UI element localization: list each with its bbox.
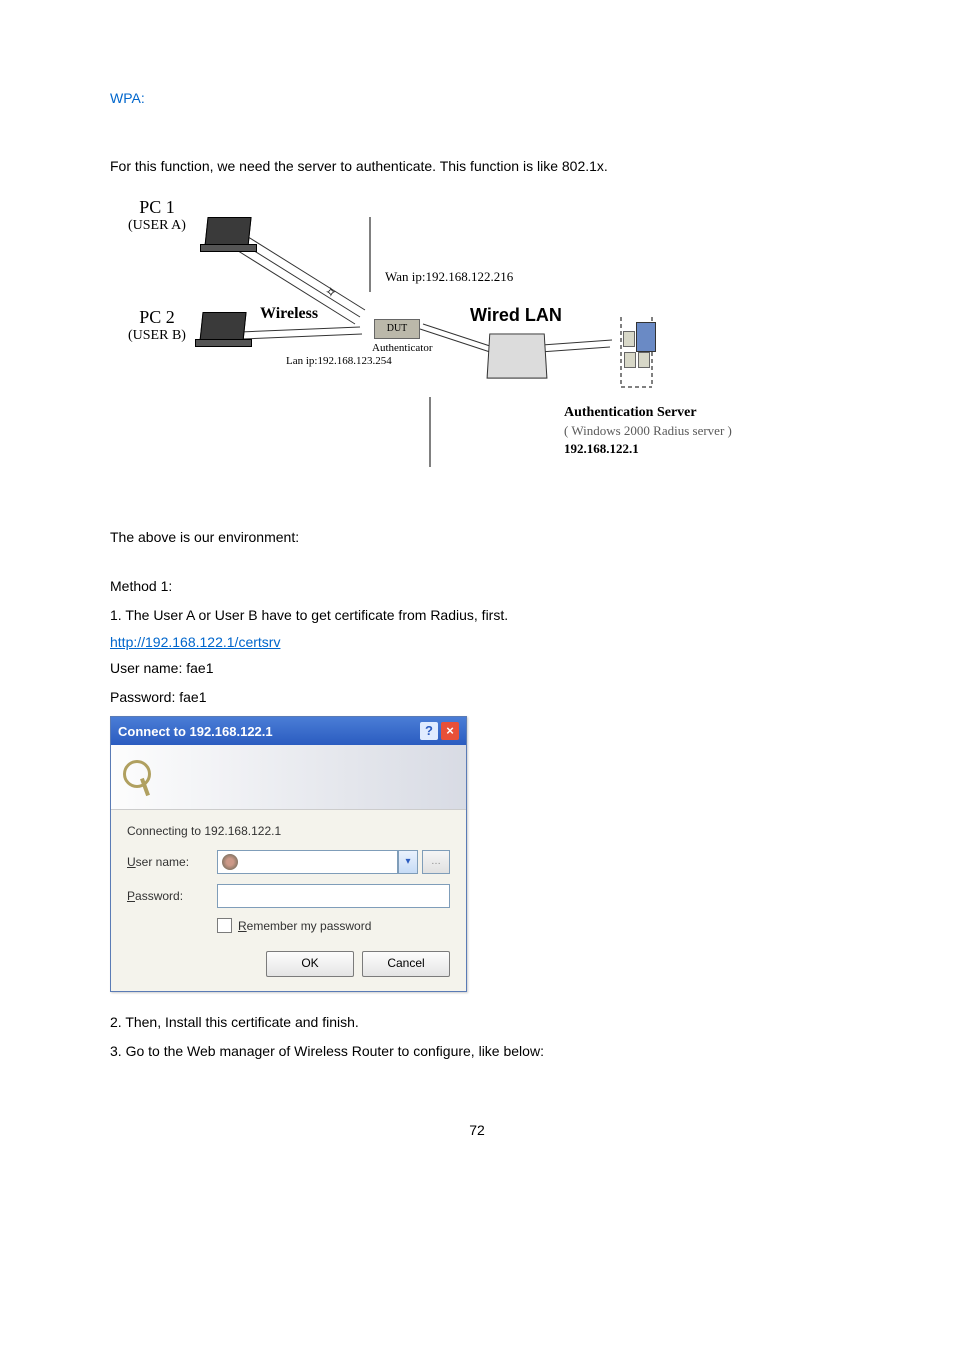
wireless-label: Wireless bbox=[260, 305, 318, 323]
step2-text: 2. Then, Install this certificate and fi… bbox=[110, 1012, 844, 1033]
lan-ip: Lan ip:192.168.123.254 bbox=[286, 355, 392, 367]
pc1-laptop-icon bbox=[200, 217, 260, 252]
intro-text: For this function, we need the server to… bbox=[110, 156, 844, 177]
dialog-buttons: OK Cancel bbox=[127, 951, 450, 977]
authenticator-label: Authenticator bbox=[372, 342, 432, 354]
dialog-title-text: Connect to 192.168.122.1 bbox=[118, 724, 273, 739]
dialog-titlebar: Connect to 192.168.122.1 ? × bbox=[111, 717, 466, 745]
password-label: Password: bbox=[127, 889, 217, 903]
router-icon bbox=[487, 334, 548, 379]
username-row: User name: ▾ … bbox=[127, 850, 450, 874]
server-title: Authentication Server bbox=[564, 405, 697, 421]
password-row: Password: bbox=[127, 884, 450, 908]
close-icon[interactable]: × bbox=[441, 722, 459, 740]
remember-checkbox[interactable] bbox=[217, 918, 232, 933]
pc2-block: PC 2 (USER B) bbox=[128, 307, 186, 344]
server-base-icon bbox=[623, 352, 651, 373]
keys-icon bbox=[121, 758, 159, 796]
dialog-banner bbox=[111, 745, 466, 810]
pc2-user: (USER B) bbox=[128, 328, 186, 344]
dut-box: DUT bbox=[374, 319, 420, 339]
pc1-block: PC 1 (USER A) bbox=[128, 197, 186, 234]
pass-line: Password: fae1 bbox=[110, 687, 844, 708]
username-browse-button[interactable]: … bbox=[422, 850, 450, 874]
username-input[interactable] bbox=[217, 850, 398, 874]
password-input[interactable] bbox=[217, 884, 450, 908]
svg-text:✧: ✧ bbox=[325, 284, 337, 300]
ok-button[interactable]: OK bbox=[266, 951, 354, 977]
network-diagram: ✧ PC 1 (USER A) PC 2 (USER B) bbox=[110, 187, 750, 497]
user-glyph-icon bbox=[222, 854, 238, 870]
remember-label: Remember my password bbox=[238, 919, 371, 933]
server-subtitle: ( Windows 2000 Radius server ) bbox=[564, 423, 732, 439]
help-icon[interactable]: ? bbox=[420, 722, 438, 740]
pc1-user: (USER A) bbox=[128, 218, 186, 234]
username-label: User name: bbox=[127, 855, 217, 869]
wpa-heading: WPA: bbox=[110, 90, 844, 106]
connect-dialog: Connect to 192.168.122.1 ? × Connecting … bbox=[110, 716, 467, 992]
connecting-text: Connecting to 192.168.122.1 bbox=[127, 824, 450, 838]
method-label: Method 1: bbox=[110, 576, 844, 597]
dialog-body: Connecting to 192.168.122.1 User name: ▾… bbox=[111, 810, 466, 991]
certsrv-link[interactable]: http://192.168.122.1/certsrv bbox=[110, 634, 280, 650]
server-icon bbox=[622, 322, 656, 352]
wan-ip: Wan ip:192.168.122.216 bbox=[385, 269, 513, 285]
username-dropdown-arrow[interactable]: ▾ bbox=[398, 850, 418, 874]
wired-label: Wired LAN bbox=[470, 305, 562, 326]
pc2-label: PC 2 bbox=[128, 307, 186, 328]
page-number: 72 bbox=[110, 1122, 844, 1138]
user-line: User name: fae1 bbox=[110, 658, 844, 679]
remember-row: Remember my password bbox=[217, 918, 450, 933]
step1-text: 1. The User A or User B have to get cert… bbox=[110, 605, 844, 626]
step3-text: 3. Go to the Web manager of Wireless Rou… bbox=[110, 1041, 844, 1062]
pc2-laptop-icon bbox=[195, 312, 255, 347]
pc1-label: PC 1 bbox=[128, 197, 186, 218]
env-text: The above is our environment: bbox=[110, 527, 844, 548]
cancel-button[interactable]: Cancel bbox=[362, 951, 450, 977]
server-ip: 192.168.122.1 bbox=[564, 441, 639, 457]
